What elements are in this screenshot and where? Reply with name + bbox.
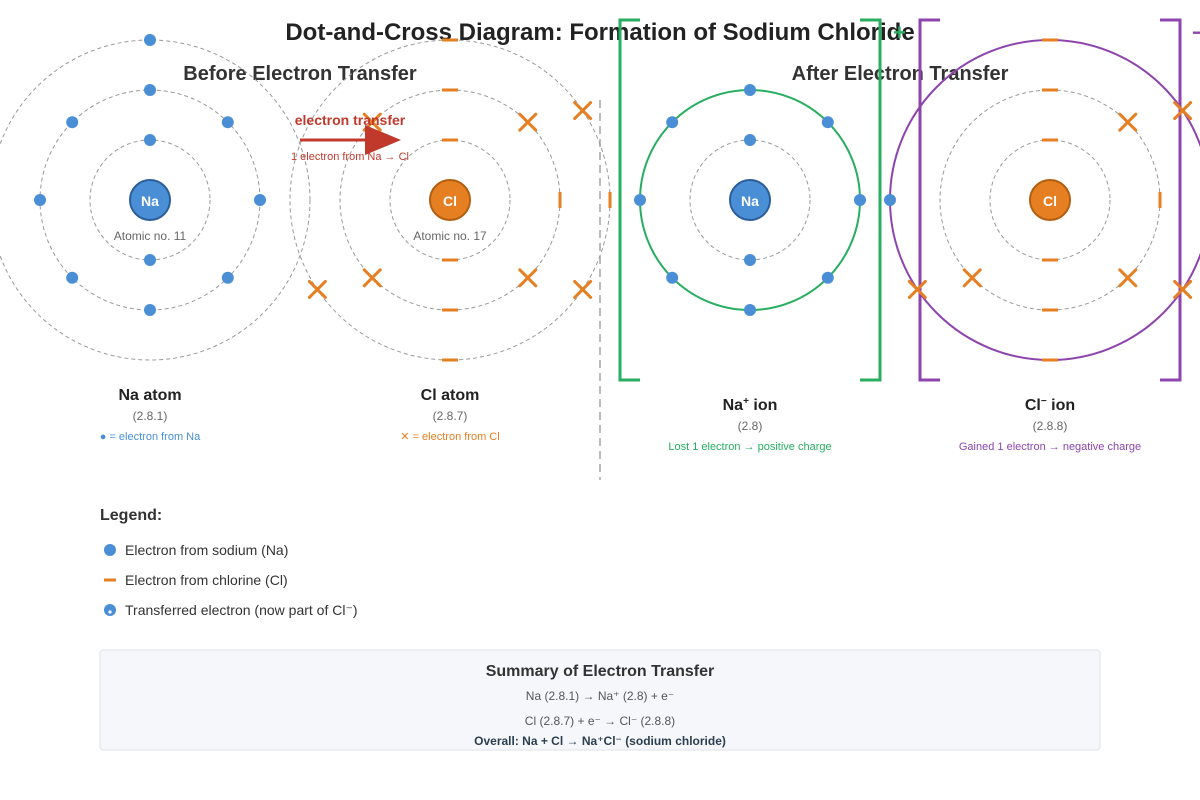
na-atom-name: Na atom <box>118 387 181 404</box>
electron-dot <box>34 194 46 206</box>
na-ion-bracket-right <box>860 18 882 382</box>
legend-transferred-icon <box>104 604 116 616</box>
summary-box: Summary of Electron Transfer Na (2.8.1) … <box>99 649 1101 751</box>
cl-ion: − Cl <box>884 18 1200 382</box>
electron-dot <box>66 271 79 284</box>
na-atom-key: ● = electron from Na <box>100 431 201 443</box>
cl-ion-config: (2.8.8) <box>1033 419 1068 433</box>
cl-ion-label: Cl− ion <box>1025 396 1075 414</box>
cl-atom-config: (2.8.7) <box>433 409 468 423</box>
na-ion-electrons <box>634 84 866 316</box>
cl-ion-electrons <box>884 38 1193 362</box>
electron-cross <box>1118 268 1138 288</box>
electron-cross <box>307 279 327 299</box>
electron-cross <box>962 268 982 288</box>
electron-cross <box>573 279 593 299</box>
na-atom-shell-3 <box>0 39 311 361</box>
na-ion-symbol: Na <box>741 193 759 209</box>
electron-dot <box>144 84 156 96</box>
electron-dot <box>221 271 234 284</box>
electron-dot <box>744 84 756 96</box>
before-heading: Before Electron Transfer <box>183 63 417 85</box>
electron-dot <box>821 271 834 284</box>
electron-dot <box>144 254 156 266</box>
electron-dot <box>144 34 156 46</box>
legend-transferred-icon-mark <box>108 610 112 614</box>
cl-atom-number: Atomic no. 17 <box>413 229 487 243</box>
legend-item-na: Electron from sodium (Na) <box>125 542 288 558</box>
cl-ion-bracket-charge: − <box>1192 20 1200 45</box>
electron-dot <box>666 116 679 129</box>
transfer-note: 1 electron from Na → Cl <box>291 151 409 163</box>
cl-ion-note: Gained 1 electron → negative charge <box>959 441 1141 453</box>
electron-dot <box>744 134 756 146</box>
electron-cross <box>518 268 538 288</box>
electron-cross <box>1173 279 1193 299</box>
electron-dot <box>744 254 756 266</box>
na-ion-config: (2.8) <box>738 419 763 433</box>
cl-ion-bracket-left <box>918 18 940 382</box>
after-heading: After Electron Transfer <box>792 63 1009 85</box>
na-atom: Na Atomic no. 11 <box>0 34 311 361</box>
cl-atom-nucleus <box>429 179 471 221</box>
electron-cross <box>1173 101 1193 121</box>
cl-ion-suffix: ion <box>1047 397 1075 414</box>
electron-dot <box>144 304 156 316</box>
legend: Legend: Electron from sodium (Na) Electr… <box>100 507 358 618</box>
cl-ion-name: Cl <box>1025 397 1041 414</box>
legend-item-cl: Electron from chlorine (Cl) <box>125 572 288 588</box>
summary-line-2: Cl (2.8.7) + e⁻ → Cl⁻ (2.8.8) <box>525 714 675 728</box>
na-atom-electrons <box>34 34 266 316</box>
cl-atom-symbol: Cl <box>443 193 457 209</box>
na-ion-charge: + <box>743 396 749 407</box>
cl-ion-bracket-right <box>1160 18 1182 382</box>
na-atom-nucleus <box>129 179 171 221</box>
transfer-label: electron transfer <box>295 112 406 128</box>
electron-dot <box>221 116 234 129</box>
electron-dot <box>666 271 679 284</box>
electron-dot <box>634 194 646 206</box>
cl-atom-key: ✕ = electron from Cl <box>400 431 499 443</box>
summary-overall: Overall: Na + Cl → Na⁺Cl⁻ (sodium chlori… <box>474 734 726 748</box>
legend-dot-icon <box>104 544 116 556</box>
na-ion-bracket-charge: + <box>893 20 906 45</box>
electron-dot <box>744 304 756 316</box>
electron-cross <box>907 279 927 299</box>
cl-ion-nucleus <box>1029 179 1071 221</box>
cl-atom-electrons <box>307 38 612 362</box>
transferred-electron-dot <box>884 194 896 206</box>
legend-title: Legend: <box>100 507 162 524</box>
summary-line-1: Na (2.8.1) → Na⁺ (2.8) + e⁻ <box>526 689 674 703</box>
na-ion-suffix: ion <box>749 397 777 414</box>
na-atom-number: Atomic no. 11 <box>114 229 187 243</box>
cl-atom-name: Cl atom <box>421 387 480 404</box>
electron-dot <box>66 116 79 129</box>
cl-ion-symbol: Cl <box>1043 193 1057 209</box>
na-ion-label: Na+ ion <box>723 396 778 414</box>
na-atom-symbol: Na <box>141 193 159 209</box>
diagram-title: Dot-and-Cross Diagram: Formation of Sodi… <box>285 19 914 46</box>
na-ion-bracket-left <box>618 18 640 382</box>
electron-cross <box>362 268 382 288</box>
cl-ion-charge: − <box>1041 396 1047 407</box>
summary-title: Summary of Electron Transfer <box>486 663 715 680</box>
na-ion: + Na <box>618 18 906 382</box>
legend-item-transferred: Transferred electron (now part of Cl⁻) <box>125 602 358 618</box>
electron-dot <box>144 134 156 146</box>
na-ion-note: Lost 1 electron → positive charge <box>668 441 831 453</box>
electron-dot <box>854 194 866 206</box>
cl-atom: Cl Atomic no. 17 <box>289 38 612 362</box>
electron-dot <box>821 116 834 129</box>
summary-background <box>99 649 1101 751</box>
electron-cross <box>573 101 593 121</box>
electron-cross <box>1118 112 1138 132</box>
electron-dot <box>254 194 266 206</box>
na-ion-name: Na <box>723 397 744 414</box>
na-atom-config: (2.8.1) <box>133 409 168 423</box>
electron-cross <box>518 112 538 132</box>
na-ion-nucleus <box>729 179 771 221</box>
